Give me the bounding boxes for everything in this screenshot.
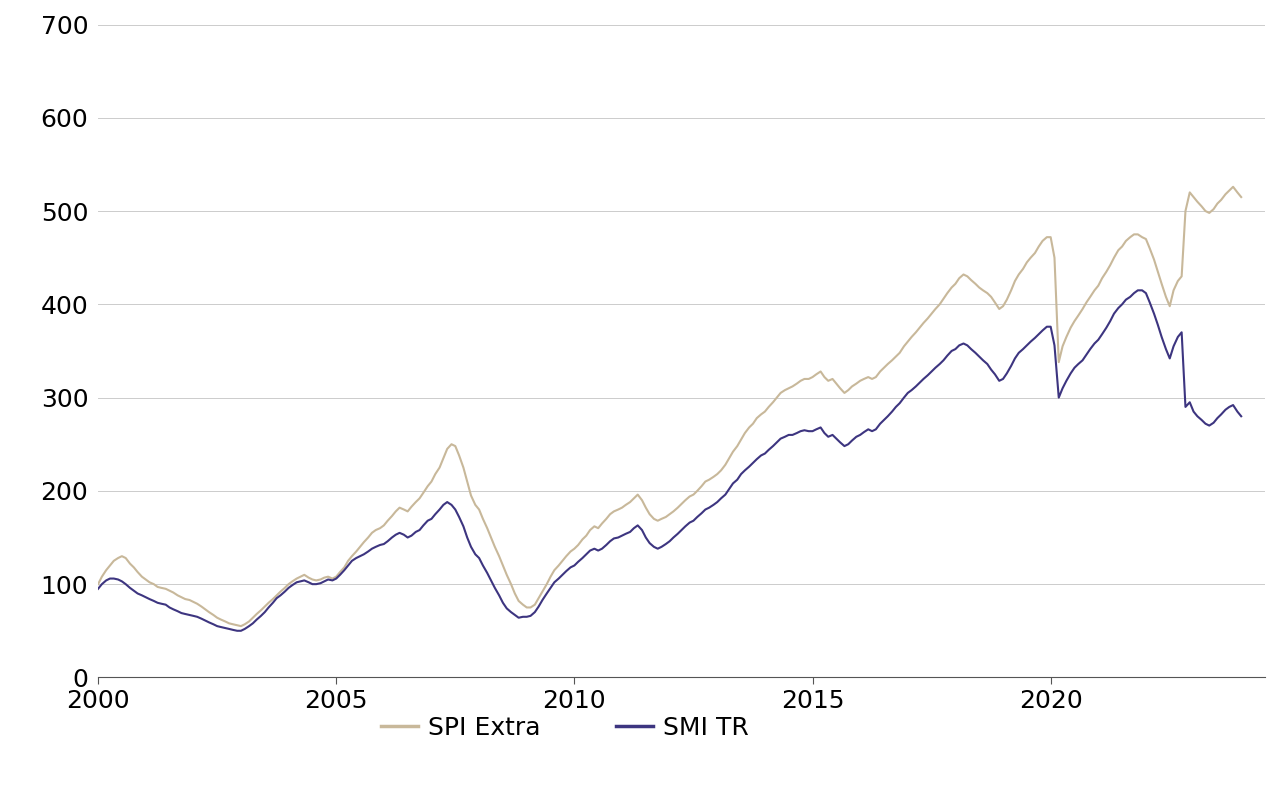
Legend: SPI Extra, SMI TR: SPI Extra, SMI TR [371, 706, 759, 750]
